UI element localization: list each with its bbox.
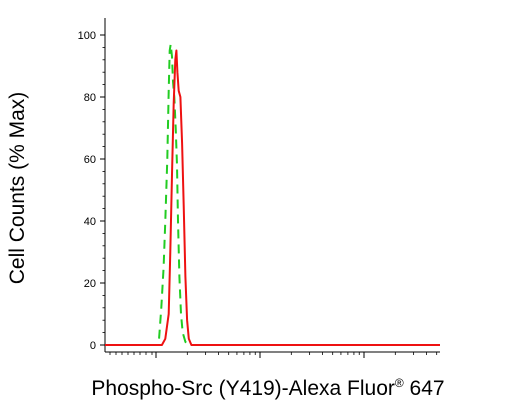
sample-histogram-line	[105, 49, 440, 346]
y-tick-label: 60	[84, 154, 96, 166]
y-tick-label: 80	[84, 92, 96, 104]
plot-frame	[104, 18, 440, 353]
series-layer	[105, 43, 440, 346]
y-tick-label: 100	[78, 30, 96, 42]
x-axis-title: Phospho-Src (Y419)-Alexa Fluor® 647	[91, 376, 444, 400]
y-tick-label: 0	[90, 340, 96, 352]
x-axis-title-suffix: 647	[404, 377, 445, 400]
x-axis-title-registered-mark: ®	[395, 376, 404, 390]
y-axis-title: Cell Counts (% Max)	[6, 92, 29, 285]
x-axis-title-main: Phospho-Src (Y419)-Alexa Fluor	[91, 377, 394, 400]
x-axis	[109, 352, 438, 358]
control-histogram-line	[105, 43, 440, 346]
y-tick-label: 20	[84, 278, 96, 290]
y-tick-label: 40	[84, 216, 96, 228]
y-axis: 0 20 40 60 80 100	[78, 30, 105, 352]
